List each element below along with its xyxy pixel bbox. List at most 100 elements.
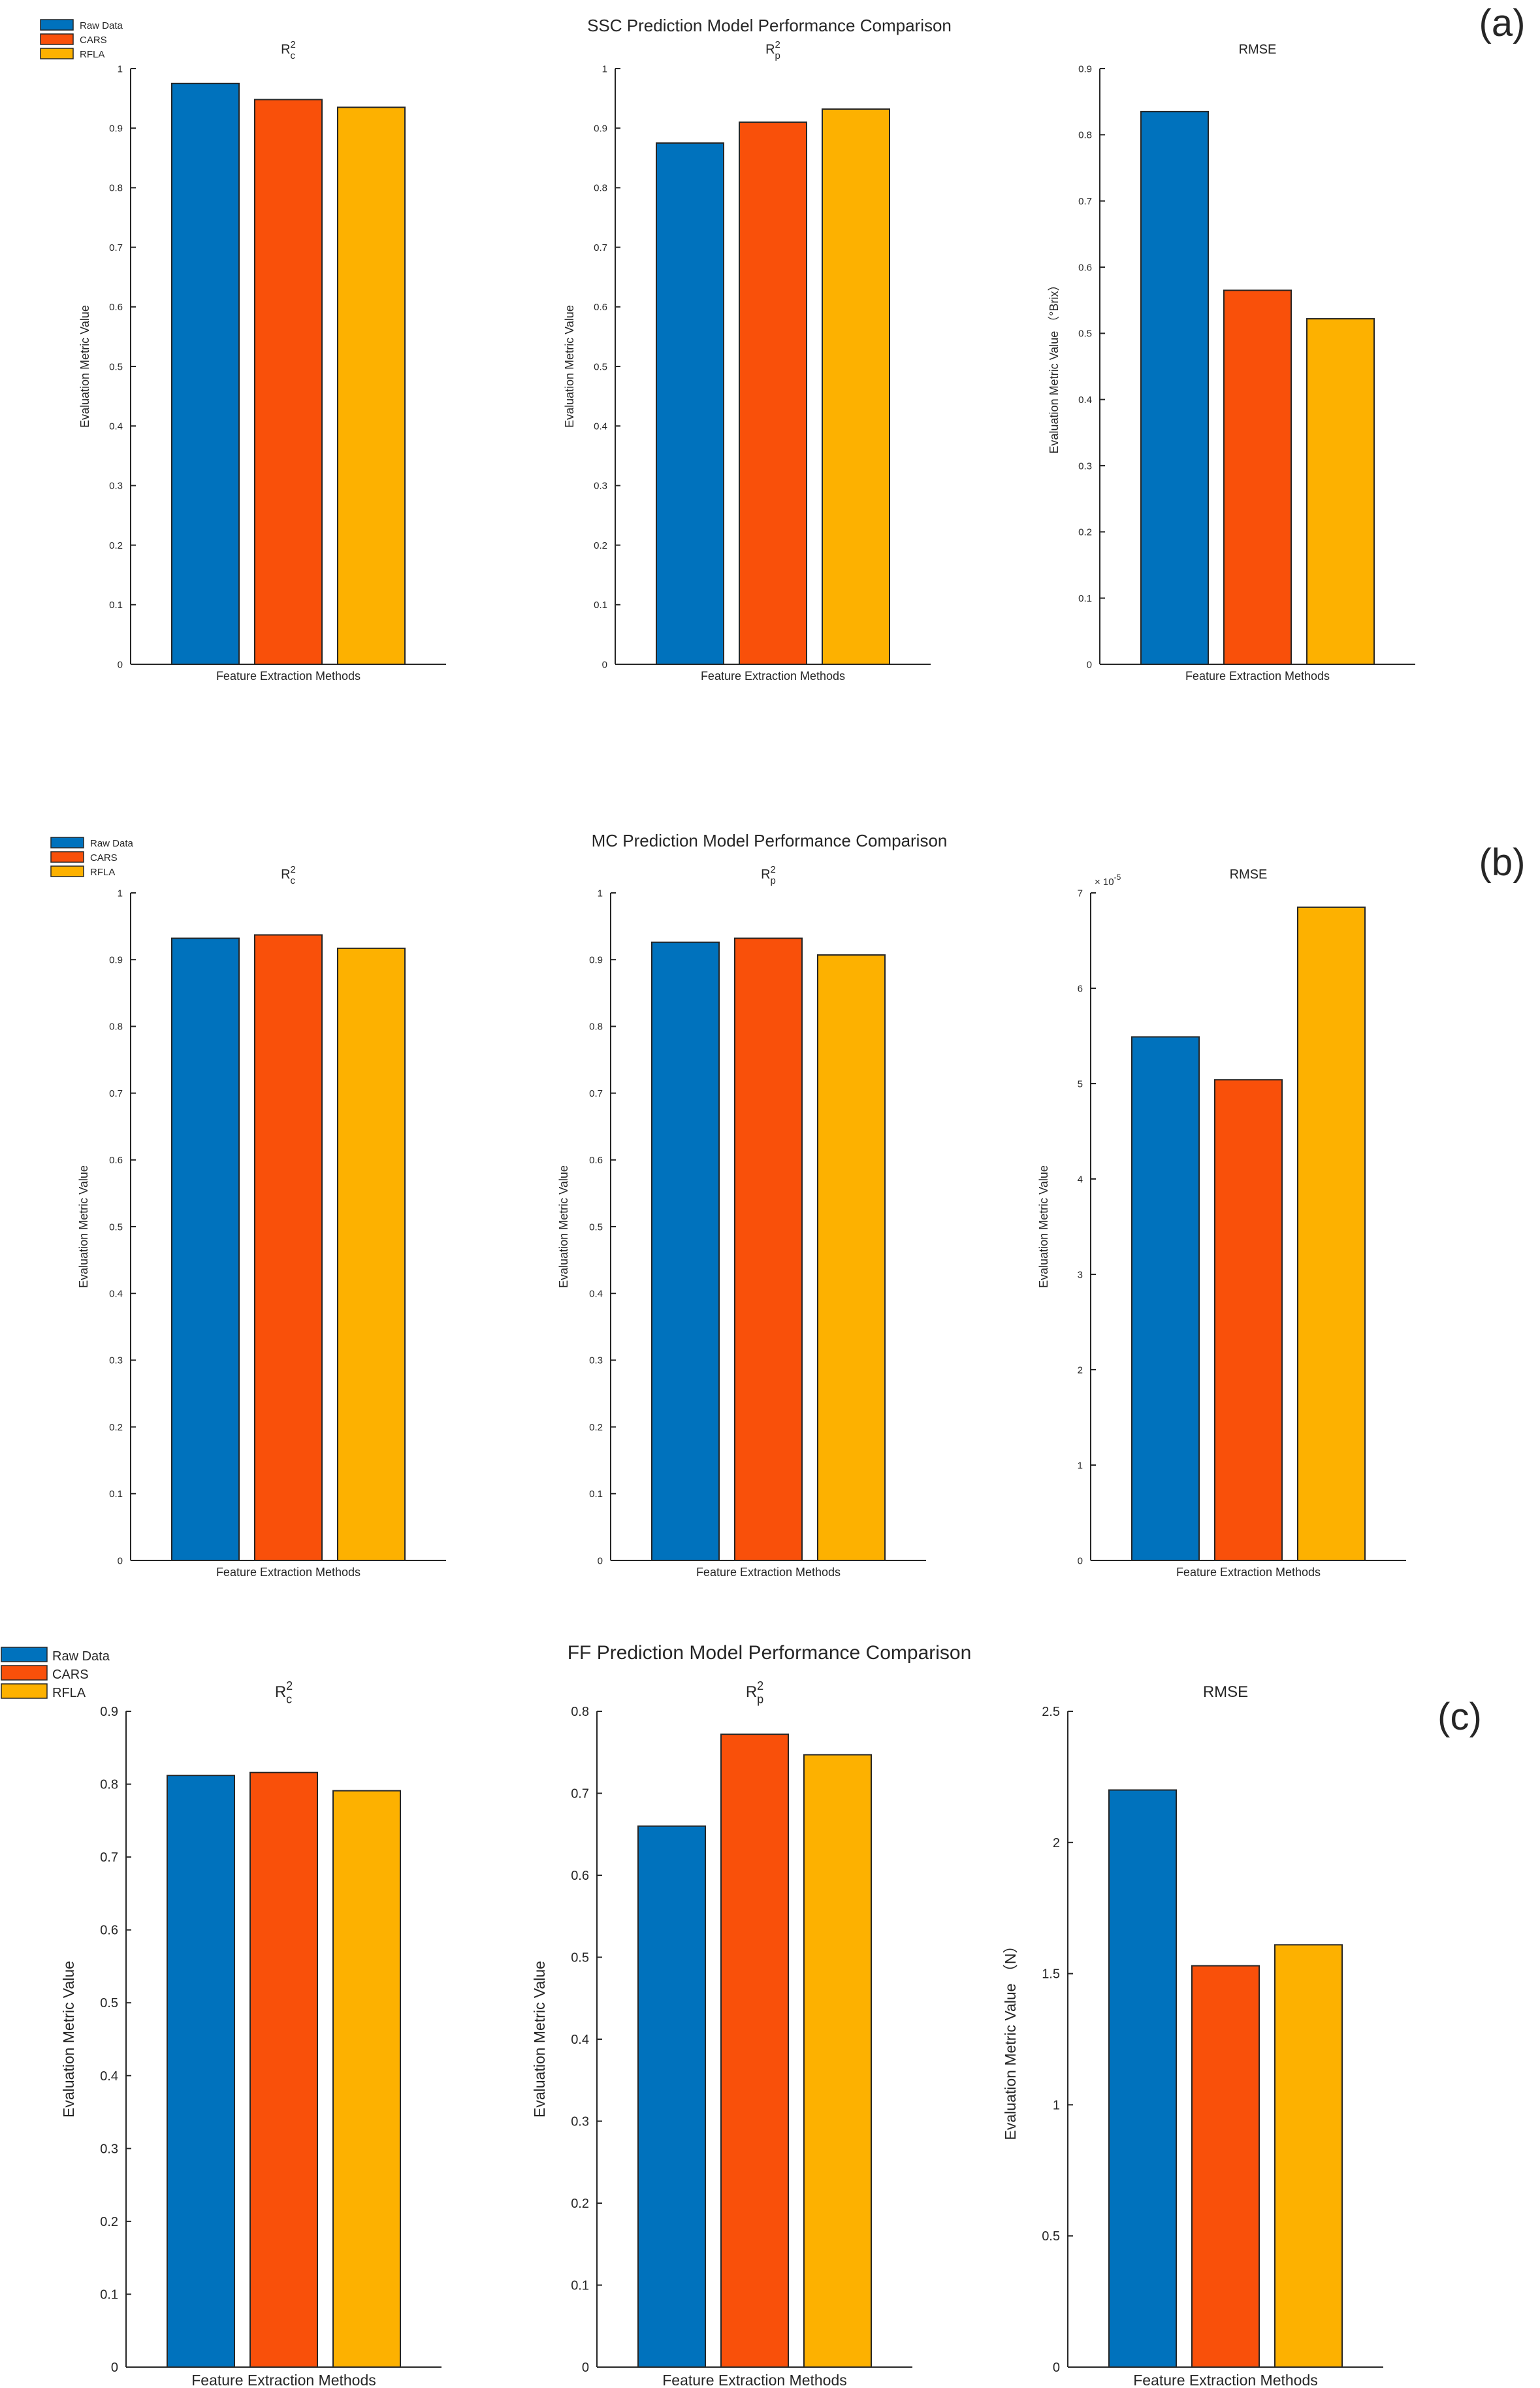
y-tick-label: 0.9 (594, 123, 607, 134)
subplot-c-2: 0 0.5 1 1.5 2 2.5 Feature Extraction Methods Ev… (1002, 1683, 1383, 2388)
y-tick-label: 0.2 (109, 1422, 123, 1433)
y-tick-label: 0.3 (594, 481, 607, 492)
y-tick-label: 0.8 (1078, 130, 1092, 141)
legend-swatch-2 (40, 48, 74, 59)
y-tick-label: 0 (1087, 659, 1092, 670)
subplot-title-subscript: c (290, 875, 295, 886)
y-tick-label: 0 (118, 1555, 123, 1566)
y-axis-label: Evaluation Metric Value (1037, 1165, 1050, 1288)
y-tick-label: 0 (582, 2361, 589, 2375)
y-tick-label: 0.8 (589, 1022, 603, 1033)
bar-cars (1214, 1079, 1283, 1562)
y-tick-label: 1 (1078, 1460, 1083, 1471)
x-axis-label: Feature Extraction Methods (1176, 1566, 1321, 1579)
y-tick-label: 0.5 (109, 361, 123, 372)
subplot-title-base: R (275, 1683, 286, 1701)
legend-label: CARS (90, 852, 118, 863)
y-tick-label: 0.8 (109, 183, 123, 194)
y-tick-label: 0.5 (100, 1996, 118, 2010)
bar-cars (734, 937, 803, 1561)
y-tick-label: 0 (602, 659, 607, 670)
y-tick-label: 0.7 (100, 1850, 118, 1865)
bar-rfla (1274, 1944, 1343, 2368)
subplot-b-1: 0 0.1 0.2 0.3 0.4 0.5 0.6 0.7 0.8 0.9 1 Feature Ext… (557, 864, 926, 1579)
bar-rfla (817, 954, 886, 1561)
y-axis-label: Evaluation Metric Value (78, 305, 91, 428)
bar-raw-data (1108, 1789, 1177, 2368)
subplot-title-base: R (746, 1683, 757, 1701)
y-tick-label: 0.6 (109, 1155, 123, 1166)
y-tick-label: 0.1 (100, 2287, 118, 2302)
y-tick-label: 0.2 (100, 2215, 118, 2229)
bar-raw-data (167, 1775, 235, 2368)
y-tick-label: 0.7 (1078, 196, 1092, 207)
row-title: FF Prediction Model Performance Comparis… (568, 1642, 972, 1664)
legend-swatch-0 (1, 1647, 48, 1662)
bar-cars (720, 1734, 789, 2368)
y-tick-label: 0.4 (571, 2033, 589, 2047)
y-tick-label: 0.5 (1042, 2229, 1060, 2244)
legend: Raw Data CARS RFLA (1, 1647, 110, 1700)
y-tick-label: 1 (118, 63, 123, 74)
y-exponent-base: × 10 (1095, 877, 1114, 888)
legend-label: Raw Data (52, 1649, 110, 1664)
y-tick-label: 0.4 (109, 421, 123, 432)
legend-swatch-2 (50, 865, 84, 877)
subplot-title-subscript: c (286, 1693, 292, 1706)
legend-swatch-1 (50, 851, 84, 863)
subplot-a-1: 0 0.1 0.2 0.3 0.4 0.5 0.6 0.7 0.8 0.9 1 Feature Ext… (563, 39, 931, 683)
subplot-title: RMSE (1239, 42, 1277, 57)
legend-label: RFLA (80, 49, 104, 60)
bar-rfla (1306, 318, 1375, 666)
legend: Raw Data CARS RFLA (50, 837, 134, 878)
bar-cars (254, 934, 323, 1561)
subplot-title-base: R (281, 867, 290, 882)
legend-label: Raw Data (90, 838, 134, 849)
x-axis-label: Feature Extraction Methods (1133, 2372, 1318, 2388)
y-tick-label: 1 (598, 888, 603, 899)
subplot-title: RMSE (1203, 1683, 1248, 1701)
bar-cars (1191, 1965, 1260, 2368)
subplot-title: RMSE (1230, 867, 1268, 882)
subplot-title-base: R (765, 42, 775, 57)
subplot-title-base: R (761, 867, 770, 882)
bar-rfla (822, 108, 890, 666)
y-tick-label: 0.2 (1078, 527, 1092, 538)
y-tick-label: 0.3 (1078, 460, 1092, 472)
y-exponent-label: × 10-5 (1095, 873, 1121, 888)
x-axis-label: Feature Extraction Methods (1185, 670, 1330, 683)
subplot-title-subscript: p (770, 875, 775, 886)
subplot-title: R2 c (281, 864, 296, 886)
bar-cars (249, 1771, 318, 2368)
panel-label: (c) (1437, 1696, 1482, 1738)
y-tick-label: 0 (1078, 1555, 1083, 1566)
y-tick-label: 2 (1078, 1364, 1083, 1376)
subplot-title-superscript: 2 (291, 39, 296, 50)
subplot-b-0: 0 0.1 0.2 0.3 0.4 0.5 0.6 0.7 0.8 0.9 1 Feature Ext… (77, 864, 446, 1579)
subplot-title-base: R (281, 42, 290, 57)
subplot-title: R2 p (746, 1679, 763, 1705)
y-tick-label: 0.1 (589, 1489, 603, 1500)
y-tick-label: 0.6 (571, 1869, 589, 1883)
y-axis-label: Evaluation Metric Value （°Brix） (1048, 280, 1061, 454)
legend-label: RFLA (90, 867, 115, 878)
y-tick-label: 0.9 (109, 954, 123, 965)
subplot-title: R2 p (761, 864, 776, 886)
y-tick-label: 0.3 (109, 1355, 123, 1366)
y-tick-label: 7 (1078, 888, 1083, 899)
y-tick-label: 0.3 (589, 1355, 603, 1366)
y-tick-label: 0.2 (109, 540, 123, 551)
y-axis-label: Evaluation Metric Value (531, 1961, 548, 2118)
x-axis-label: Feature Extraction Methods (696, 1566, 841, 1579)
y-axis-label: Evaluation Metric Value (563, 305, 576, 428)
y-tick-label: 1 (1053, 2098, 1060, 2112)
bar-cars (254, 99, 323, 665)
bar-raw-data (651, 941, 720, 1562)
x-axis-label: Feature Extraction Methods (216, 1566, 361, 1579)
bar-raw-data (1140, 110, 1209, 666)
y-tick-label: 0.1 (594, 600, 607, 611)
y-tick-label: 0.1 (109, 600, 123, 611)
y-tick-label: 0.3 (109, 481, 123, 492)
bar-cars (1223, 289, 1292, 665)
